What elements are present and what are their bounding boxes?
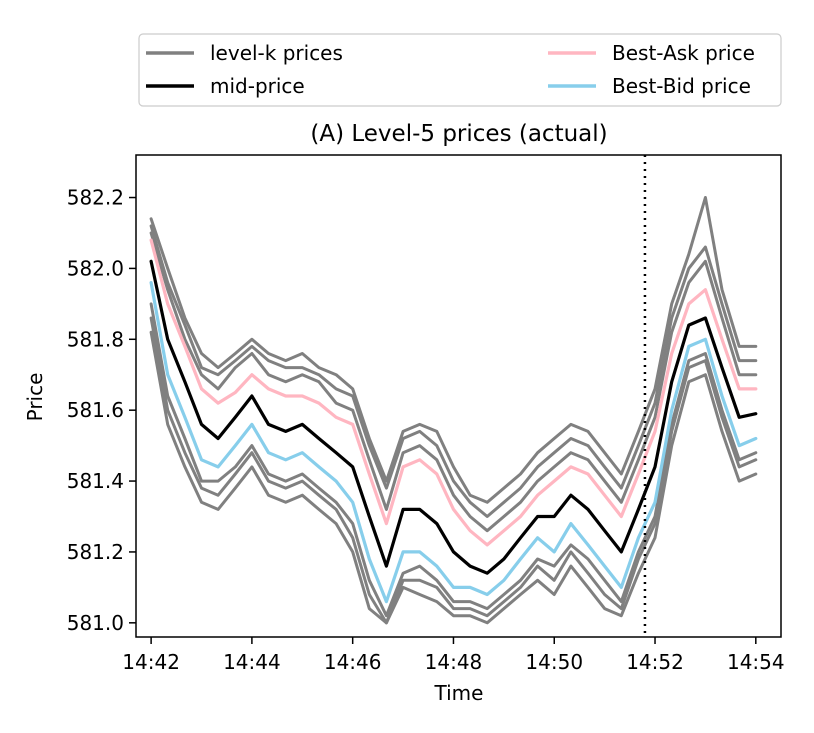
series-level-5	[149, 302, 758, 618]
series-mid	[149, 259, 758, 575]
x-tick-label: 14:54	[727, 650, 785, 674]
legend-label-mid: mid-price	[210, 74, 305, 98]
y-tick-label: 581.8	[67, 327, 124, 351]
series-level-2	[149, 231, 758, 533]
series-layer	[149, 196, 758, 625]
legend-frame	[138, 33, 782, 107]
x-axis: 14:42 14:44 14:46 14:48 14:50 14:52 14:54	[122, 637, 785, 674]
y-tick-label: 581.0	[67, 611, 124, 635]
x-axis-label: Time	[434, 681, 484, 705]
series-level-1	[149, 224, 758, 518]
x-tick-label: 14:50	[525, 650, 583, 674]
series-ask	[149, 238, 758, 547]
series-level-3	[149, 196, 758, 504]
legend-label-levels: level-k prices	[210, 41, 343, 65]
legend-label-ask: Best-Ask price	[612, 41, 755, 65]
plot-frame	[135, 154, 782, 638]
x-tick-label: 14:48	[425, 650, 483, 674]
plot-area: 14:42 14:44 14:46 14:48 14:50 14:52 14:54 581.…	[67, 154, 785, 674]
y-tick-label: 581.2	[67, 540, 124, 564]
legend: level-k prices mid-price Best-Ask price …	[138, 33, 782, 107]
y-axis: 581.0 581.2 581.4 581.6 581.8 582.0 582.2	[67, 186, 136, 635]
series-level-4	[149, 316, 758, 625]
x-tick-label: 14:52	[626, 650, 684, 674]
y-tick-label: 582.0	[67, 256, 124, 280]
series-level-6	[149, 330, 758, 625]
x-tick-label: 14:42	[122, 650, 180, 674]
legend-label-bid: Best-Bid price	[612, 74, 751, 98]
y-tick-label: 581.4	[67, 469, 124, 493]
x-tick-label: 14:46	[324, 650, 382, 674]
series-bid	[149, 281, 758, 604]
y-tick-label: 581.6	[67, 398, 124, 422]
x-tick-label: 14:44	[223, 650, 281, 674]
y-tick-label: 582.2	[67, 186, 124, 210]
chart-title: (A) Level-5 prices (actual)	[310, 121, 607, 147]
y-axis-label: Price	[23, 373, 47, 422]
